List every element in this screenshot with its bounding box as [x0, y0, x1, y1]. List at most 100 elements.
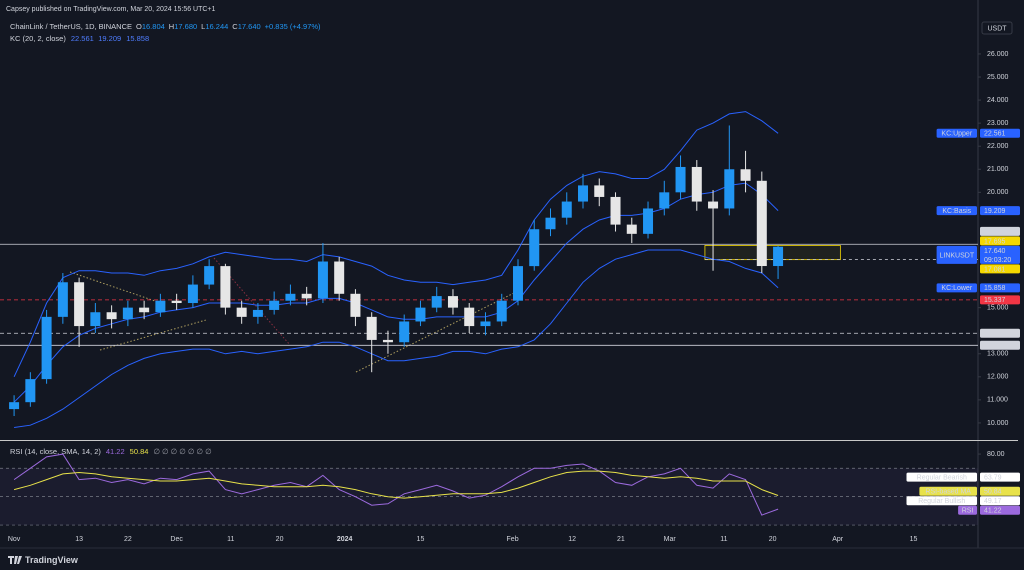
candle-body: [431, 296, 442, 308]
badge-value: 19.209: [984, 208, 1006, 215]
candle-body: [9, 402, 20, 410]
candle-body: [415, 307, 426, 322]
badge-label: KC:Upper: [941, 131, 972, 138]
candle-body: [57, 282, 68, 317]
candle-body: [187, 284, 198, 304]
y-tick-label: 26.000: [987, 51, 1009, 58]
candle-body: [155, 300, 166, 313]
x-tick-label: 21: [617, 536, 625, 543]
candle-body: [691, 166, 702, 202]
trend-drawing: [69, 271, 159, 303]
x-tick-label: 11: [227, 536, 234, 543]
candle-body: [610, 196, 621, 225]
footer: [0, 550, 1024, 570]
candle-body: [74, 282, 85, 327]
candle-body: [106, 312, 117, 320]
candle-body: [122, 307, 133, 320]
trend-drawing: [355, 289, 521, 373]
ohlc-value: 17.680: [174, 22, 197, 31]
y-tick-label: 11.000: [987, 397, 1008, 404]
badge-label-box: [936, 128, 977, 138]
badge-value: 13.888: [984, 331, 1006, 338]
y-tick-label: 20.000: [987, 189, 1009, 196]
y-tick-label: 13.000: [987, 351, 1009, 358]
candle-body: [447, 296, 458, 308]
candle-body: [643, 208, 654, 234]
badge-value-box: [980, 245, 1020, 264]
candle-body: [594, 185, 605, 197]
badge-label: RSI-based MA: [925, 489, 971, 496]
x-tick-label: Mar: [664, 536, 677, 543]
candle-body: [90, 312, 101, 327]
badge-value: 41.22: [984, 508, 1002, 515]
candle-body: [41, 316, 52, 380]
badge-value: 49.17: [984, 498, 1002, 505]
indicator-legend: KC (20, 2, close) 22.561 19.209 15.858: [10, 34, 149, 43]
badge-label: Regular Bearish: [917, 474, 967, 481]
rsi-line: [13, 453, 779, 516]
ohlc-key: H: [169, 22, 174, 31]
badge-label-box: [958, 505, 977, 515]
candle-body: [301, 293, 312, 299]
badge-value-box: [980, 226, 1020, 236]
y-tick-label: 12.000: [987, 374, 1009, 381]
candle-body: [626, 224, 637, 234]
badge-value: 15.337: [984, 297, 1006, 304]
badge-value-box: [980, 264, 1020, 274]
badge-label-box: [906, 496, 977, 506]
x-tick-label: Feb: [507, 536, 519, 543]
badge-label-box: [936, 245, 977, 264]
currency-box: [981, 21, 1013, 35]
rsi-line: [13, 470, 779, 499]
x-tick-label: Dec: [170, 536, 183, 543]
x-tick-label: 13: [75, 536, 83, 543]
indicator-value: 22.561: [71, 34, 94, 43]
candle-body: [269, 300, 280, 310]
x-tick-label: 2024: [337, 536, 353, 543]
candle-body: [285, 293, 296, 301]
candle-body: [545, 217, 556, 230]
indicator-name: KC (20, 2, close): [10, 34, 66, 43]
badge-value: 15.858: [984, 285, 1006, 292]
x-tick-label: 22: [124, 536, 132, 543]
y-tick-label: 24.000: [987, 97, 1009, 104]
y-tick-label: 23.000: [987, 120, 1009, 127]
ohlc-value: 17.640: [238, 22, 261, 31]
badge-value-box: [980, 328, 1020, 338]
candle-body: [236, 307, 247, 317]
candle-body: [724, 169, 735, 209]
y-tick-label: 15.000: [987, 304, 1009, 311]
candle-body: [25, 379, 36, 403]
candle-body: [350, 293, 361, 317]
badge-countdown: 09:03:20: [984, 257, 1011, 264]
kc-line: [14, 249, 779, 428]
badge-label-box: [936, 206, 977, 216]
candle-body: [659, 192, 670, 209]
badge-value: 17.748: [984, 229, 1006, 236]
rsi-name: RSI (14, close, SMA, 14, 2): [10, 447, 101, 456]
candle-body: [252, 309, 263, 317]
rsi-value: 41.22: [106, 447, 125, 456]
brand-logo: [8, 556, 22, 564]
zone-box: [704, 245, 841, 261]
x-tick-label: Nov: [8, 536, 21, 543]
ohlc-key: O: [136, 22, 142, 31]
badge-value: 17.695: [984, 238, 1006, 245]
badge-label: RSI: [962, 508, 974, 515]
badge-value: 13.367: [984, 343, 1006, 350]
badge-label: KC:Lower: [941, 285, 972, 292]
candle-body: [464, 307, 475, 327]
candle-body: [578, 185, 589, 202]
x-tick-label: 20: [769, 536, 777, 543]
candle-body: [220, 266, 231, 308]
badge-value: 50.84: [984, 489, 1002, 496]
badge-label-box: [906, 472, 977, 482]
candle-body: [317, 261, 328, 299]
badge-value-box: [980, 206, 1020, 216]
candle-body: [366, 316, 377, 340]
kc-line: [13, 111, 779, 378]
symbol-legend: ChainLink / TetherUS, 1D, BINANCE O16.804…: [10, 22, 321, 31]
badge-value-box: [980, 283, 1020, 293]
candle-body: [496, 300, 507, 322]
